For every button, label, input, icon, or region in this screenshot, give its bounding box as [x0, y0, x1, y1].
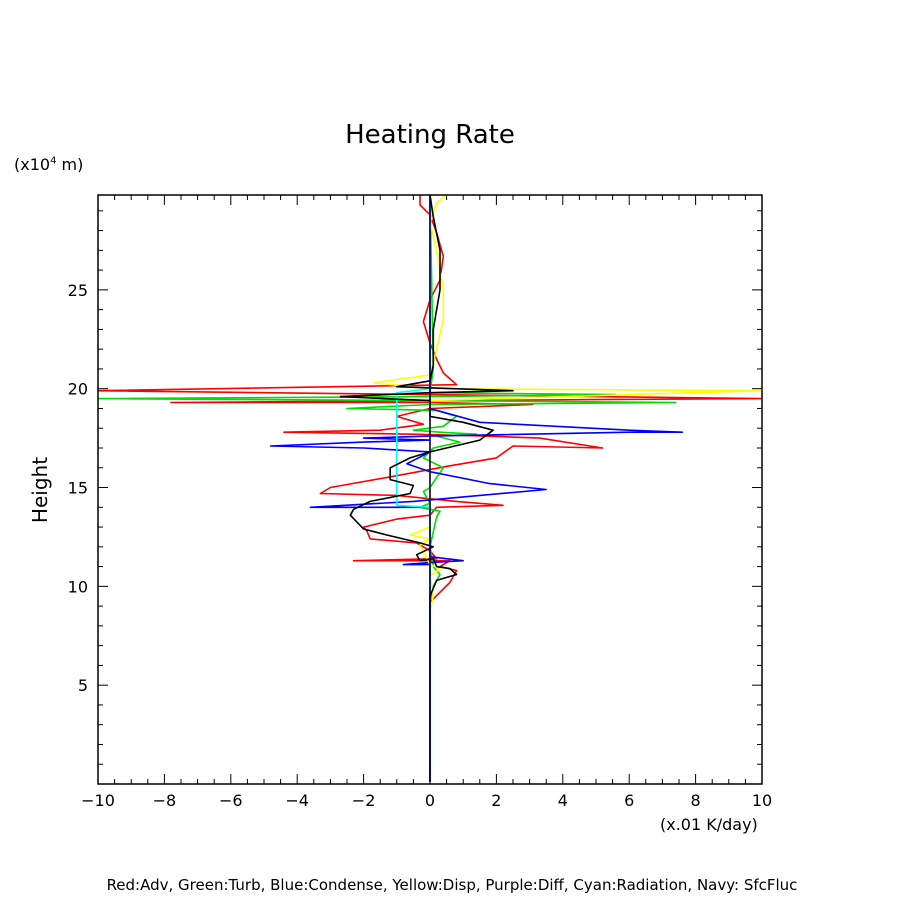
x-tick-label: −10: [81, 791, 115, 810]
x-tick-label: 8: [691, 791, 701, 810]
x-tick-label: −4: [285, 791, 309, 810]
axis-ticks: [97, 195, 763, 784]
chart-title: Heating Rate: [345, 120, 515, 150]
y-tick-label: 20: [68, 380, 88, 399]
series-line-radiation: [395, 195, 431, 782]
series-line-turb: [98, 195, 677, 782]
x-tick-label: 6: [624, 791, 634, 810]
plot-frame: [97, 194, 763, 785]
x-tick-label: 4: [558, 791, 568, 810]
series-group: [98, 195, 762, 782]
tick-labels: −10 −8 −6 −4 −2 0 2 4 6 8 10 5 10 15 20 25: [68, 281, 773, 810]
x-tick-label: −6: [219, 791, 243, 810]
y-tick-label: 10: [68, 577, 88, 596]
x-tick-label: 10: [752, 791, 772, 810]
x-tick-label: −8: [153, 791, 177, 810]
x-tick-label: 2: [491, 791, 501, 810]
y-tick-label: 15: [68, 479, 88, 498]
y-unit-tail: m): [56, 155, 84, 174]
y-tick-label: 25: [68, 281, 88, 300]
y-unit-base: (x10: [14, 155, 51, 174]
x-axis-label: (x.01 K/day): [660, 815, 758, 834]
legend-text: Red:Adv, Green:Turb, Blue:Condense, Yell…: [106, 876, 798, 894]
series-line-condense: [269, 195, 684, 782]
y-axis-label: Height: [28, 456, 52, 524]
y-tick-label: 5: [78, 676, 88, 695]
x-tick-label: −2: [352, 791, 376, 810]
y-unit-exponent: 4: [50, 155, 57, 167]
y-axis-unit: (x104 m): [14, 155, 83, 174]
series-line-total: [339, 195, 514, 782]
x-tick-label: 0: [425, 791, 435, 810]
